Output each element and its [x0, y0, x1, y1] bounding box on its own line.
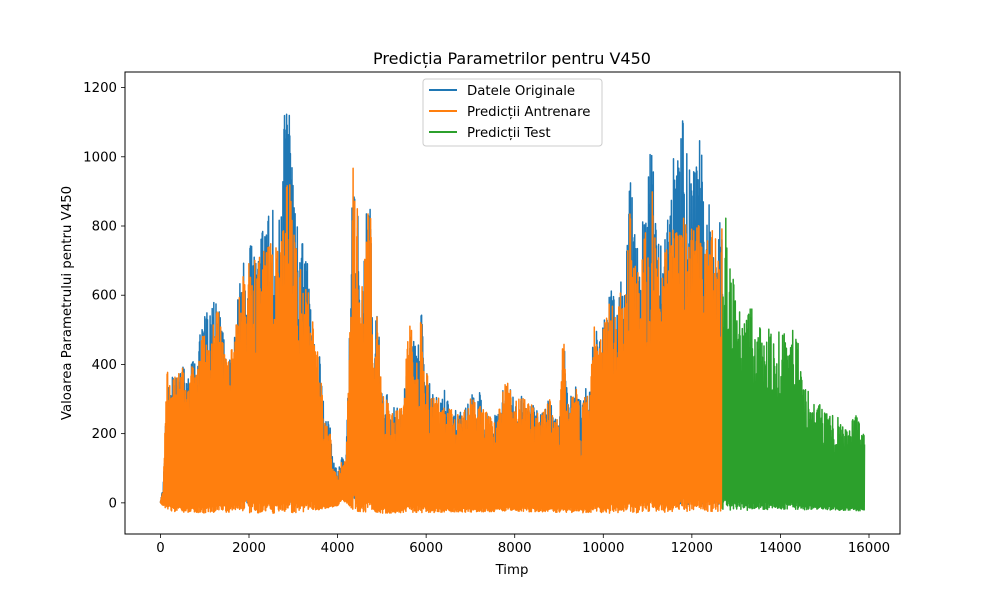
chart-title: Predicția Parametrilor pentru V450	[373, 49, 651, 68]
x-axis: 0 2000 4000 6000 8000 10000 12000 14000 16000	[156, 534, 890, 556]
legend-label-test: Predicții Test	[467, 126, 551, 141]
x-tick-label: 6000	[409, 541, 443, 556]
series-train-line	[159, 167, 724, 514]
y-tick-label: 600	[92, 289, 117, 304]
series-test-line	[722, 217, 866, 512]
y-tick-label: 400	[92, 358, 117, 373]
legend-box	[422, 78, 603, 147]
legend-label-original: Datele Originale	[467, 84, 575, 99]
y-tick-label: 200	[92, 427, 117, 442]
x-tick-label: 10000	[582, 541, 624, 556]
x-tick-label: 4000	[321, 541, 355, 556]
y-tick-label: 0	[109, 496, 117, 511]
y-tick-label: 1200	[83, 81, 117, 96]
plot-frame	[124, 71, 901, 535]
x-tick-label: 16000	[848, 541, 890, 556]
x-tick-label: 0	[156, 541, 164, 556]
y-axis: 0 200 400 600 800 1000 1200	[83, 81, 125, 511]
series-layer	[159, 113, 866, 514]
x-axis-label: Timp	[495, 563, 529, 578]
y-tick-label: 800	[92, 220, 117, 235]
legend-label-train: Predicții Antrenare	[467, 105, 590, 120]
y-tick-label: 1000	[83, 150, 117, 165]
x-tick-label: 12000	[671, 541, 713, 556]
legend: Datele Originale Predicții Antrenare Pre…	[422, 78, 603, 147]
x-tick-label: 8000	[498, 541, 532, 556]
x-tick-label: 2000	[232, 541, 266, 556]
x-tick-label: 14000	[759, 541, 801, 556]
y-axis-label: Valoarea Parametrului pentru V450	[60, 186, 75, 420]
